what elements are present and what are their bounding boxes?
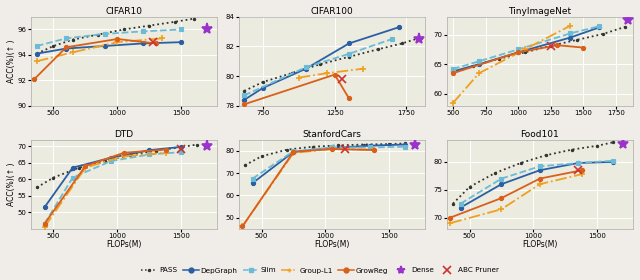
Title: DTD: DTD <box>114 130 133 139</box>
X-axis label: FLOPs(M): FLOPs(M) <box>106 240 141 249</box>
Y-axis label: ACC(%)(↑ ): ACC(%)(↑ ) <box>7 162 16 206</box>
Title: Food101: Food101 <box>520 130 559 139</box>
Title: CIFAR100: CIFAR100 <box>310 7 353 16</box>
Y-axis label: ACC(%)(↑ ): ACC(%)(↑ ) <box>7 39 16 83</box>
X-axis label: FLOPs(M): FLOPs(M) <box>314 240 349 249</box>
X-axis label: FLOPs(M): FLOPs(M) <box>522 240 557 249</box>
Title: CIFAR10: CIFAR10 <box>105 7 142 16</box>
Legend: PASS, DepGraph, Slim, Group-L1, GrowReg, Dense, ABC Pruner: PASS, DepGraph, Slim, Group-L1, GrowReg,… <box>139 265 501 276</box>
Title: StanfordCars: StanfordCars <box>302 130 361 139</box>
Title: TinyImageNet: TinyImageNet <box>508 7 572 16</box>
